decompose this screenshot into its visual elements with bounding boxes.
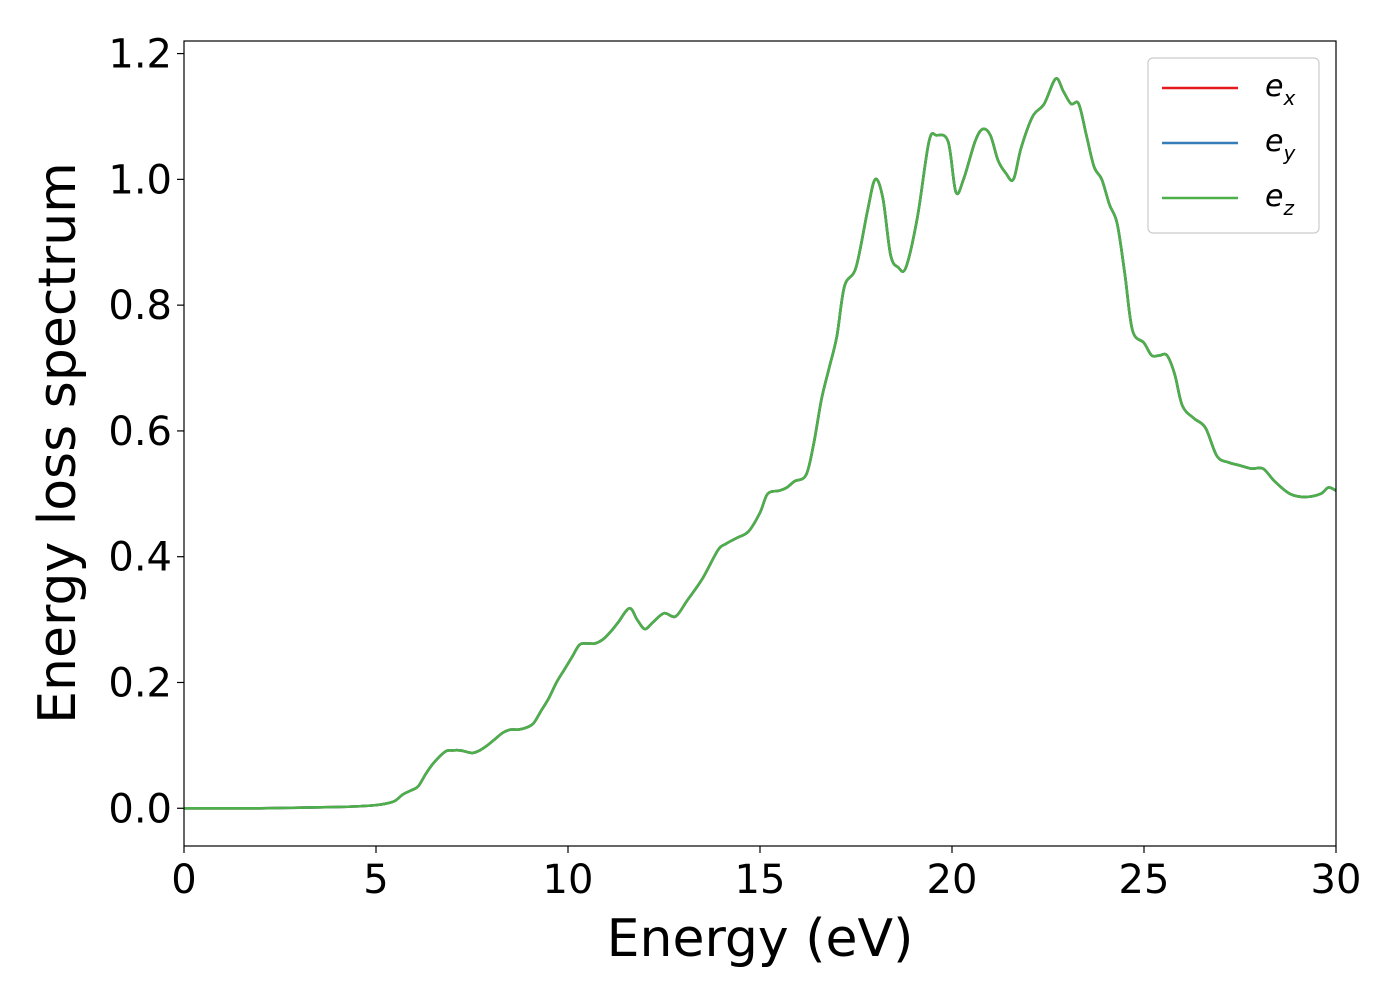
x-tick-label: 10 bbox=[543, 857, 594, 903]
y-axis-label: Energy loss spectrum bbox=[28, 162, 88, 724]
y-axis-ticks: 0.0 0.2 0.4 0.6 0.8 1.0 1.2 bbox=[108, 32, 184, 832]
y-tick-label: 0.2 bbox=[108, 660, 172, 706]
x-tick-label: 5 bbox=[363, 857, 388, 903]
x-tick-label: 20 bbox=[927, 857, 978, 903]
y-tick-label: 0.0 bbox=[108, 786, 172, 832]
legend-entry-y: ey bbox=[1265, 124, 1296, 165]
x-tick-label: 0 bbox=[171, 857, 196, 903]
legend-symbol: e bbox=[1265, 69, 1283, 104]
x-tick-label: 25 bbox=[1119, 857, 1170, 903]
legend-subscript: z bbox=[1282, 196, 1294, 220]
legend-subscript: x bbox=[1282, 86, 1295, 110]
legend-entry-x: ex bbox=[1265, 69, 1295, 110]
x-tick-label: 30 bbox=[1311, 857, 1362, 903]
x-axis-ticks: 0 5 10 15 20 25 30 bbox=[171, 846, 1361, 903]
legend-subscript: y bbox=[1282, 141, 1296, 165]
x-tick-label: 15 bbox=[735, 857, 786, 903]
legend-entry-z: ez bbox=[1265, 179, 1294, 220]
legend-symbol: e bbox=[1265, 124, 1283, 159]
series-line-z bbox=[184, 77, 1337, 810]
y-tick-label: 0.8 bbox=[108, 283, 172, 329]
x-axis-label: Energy (eV) bbox=[607, 909, 914, 969]
y-tick-label: 1.0 bbox=[108, 157, 172, 203]
y-tick-label: 0.6 bbox=[108, 409, 172, 455]
y-tick-label: 0.4 bbox=[108, 535, 172, 581]
series-layer bbox=[184, 77, 1337, 810]
y-tick-label: 1.2 bbox=[108, 32, 172, 78]
legend-box bbox=[1147, 57, 1320, 234]
legend-symbol: e bbox=[1265, 179, 1283, 214]
